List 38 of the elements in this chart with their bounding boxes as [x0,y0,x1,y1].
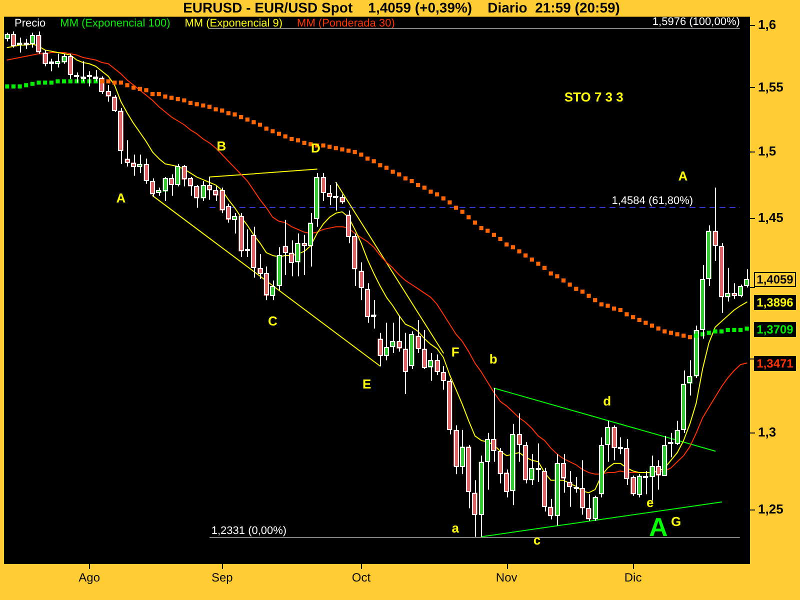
text: 1,4059 [756,272,794,286]
x-tick-label: Sep [211,570,234,585]
text: MM (Exponencial 9) [184,17,283,30]
x-tick-label: Oct [352,570,372,585]
annotation: C [268,314,278,329]
x-tick-label: Dic [624,570,642,585]
annotation: b [489,351,498,366]
annotation: D [310,140,320,156]
y-tick-label: 1,25 [758,501,784,516]
y-tick-label: 1,45 [758,210,784,226]
data-label: 1,3709 [756,322,794,336]
annotation: d [603,394,612,409]
annotation: 1,2331 (0,00%) [211,525,287,538]
annotation: A [648,512,668,542]
x-tick-label: Ago [78,570,100,585]
data-label: 1,3471 [756,356,794,370]
annotation: e [646,494,654,510]
y-tick-label: 1,3 [758,424,776,440]
series-label: Precio [14,17,46,30]
text: MM (Ponderada 30) [297,17,395,30]
annotation: F [451,344,460,360]
data-label: 1,3896 [756,295,794,310]
y-tick-label: 1,55 [758,79,784,94]
annotation: 1,4584 (61,80%) [612,195,694,208]
annotation: a [452,520,460,536]
x-tick-label: Nov [496,570,518,585]
chart-title: EURUSD - EUR/USD Spot 1,4059 (+0,39%) Diario 21:59 (20:59) [183,0,620,16]
annotation: A [116,190,126,206]
y-tick-label: 1,6 [758,16,776,32]
annotation: c [533,532,541,548]
annotation: STO 7 3 3 [564,89,624,104]
y-tick-label: 1,5 [758,144,776,159]
annotation: A [678,168,688,184]
annotation: G [670,514,682,529]
annotation: B [216,138,226,154]
text: MM (Exponencial 100) [60,17,170,30]
annotation: 1,5976 (100,00%) [652,16,740,28]
annotation: E [362,376,372,392]
